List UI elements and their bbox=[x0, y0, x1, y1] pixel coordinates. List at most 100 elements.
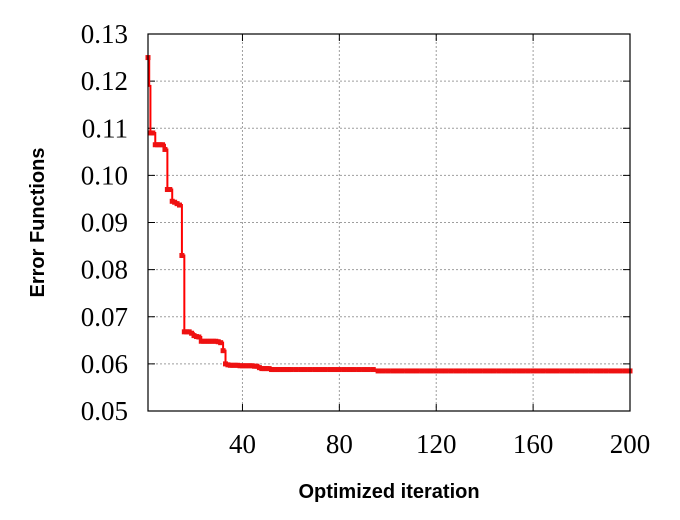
data-point bbox=[293, 367, 299, 373]
data-point bbox=[448, 368, 454, 374]
data-point bbox=[167, 187, 173, 193]
data-point bbox=[288, 367, 294, 373]
data-point bbox=[579, 368, 585, 374]
data-point bbox=[380, 368, 386, 374]
data-point bbox=[404, 368, 410, 374]
data-point bbox=[593, 368, 599, 374]
data-point bbox=[327, 367, 333, 373]
y-tick-label: 0.08 bbox=[81, 255, 128, 285]
data-point bbox=[574, 368, 580, 374]
x-axis-label: Optimized iteration bbox=[298, 481, 479, 503]
data-point bbox=[414, 368, 420, 374]
data-point bbox=[394, 368, 400, 374]
data-point bbox=[409, 368, 415, 374]
data-point bbox=[419, 368, 425, 374]
data-point bbox=[612, 368, 618, 374]
data-point bbox=[482, 368, 488, 374]
data-point bbox=[564, 368, 570, 374]
y-tick-label: 0.06 bbox=[81, 349, 128, 379]
y-tick-label: 0.10 bbox=[81, 160, 128, 190]
data-point bbox=[540, 368, 546, 374]
y-tick-label: 0.13 bbox=[81, 19, 128, 49]
data-point bbox=[356, 367, 362, 373]
data-point bbox=[549, 368, 555, 374]
y-axis-ticks: 0.05 0.06 0.07 0.08 0.09 0.10 0.11 0.12 0.13 bbox=[81, 19, 630, 426]
data-point bbox=[545, 368, 551, 374]
data-point bbox=[176, 202, 182, 208]
data-point bbox=[525, 368, 531, 374]
data-point bbox=[583, 368, 589, 374]
data-point bbox=[496, 368, 502, 374]
y-tick-label: 0.12 bbox=[81, 66, 128, 96]
data-point bbox=[569, 368, 575, 374]
data-point bbox=[433, 368, 439, 374]
data-point bbox=[375, 368, 381, 374]
data-point bbox=[428, 368, 434, 374]
data-point bbox=[477, 368, 483, 374]
data-point bbox=[179, 252, 185, 258]
data-point bbox=[298, 367, 304, 373]
data-point bbox=[511, 368, 517, 374]
data-point bbox=[443, 368, 449, 374]
x-axis-ticks: 40 80 120 160 200 bbox=[229, 34, 650, 459]
data-point bbox=[535, 368, 541, 374]
data-point bbox=[453, 368, 459, 374]
data-point bbox=[554, 368, 560, 374]
y-axis-label: Error Functions bbox=[27, 147, 49, 297]
data-point bbox=[598, 368, 604, 374]
data-point bbox=[399, 368, 405, 374]
plot-frame bbox=[147, 33, 631, 412]
data-point bbox=[307, 367, 313, 373]
data-point bbox=[559, 368, 565, 374]
data-point bbox=[322, 367, 328, 373]
y-tick-label: 0.09 bbox=[81, 208, 128, 238]
data-point bbox=[370, 367, 376, 373]
data-point bbox=[346, 367, 352, 373]
data-point bbox=[457, 368, 463, 374]
series-line bbox=[148, 56, 630, 372]
x-tick-label: 200 bbox=[610, 429, 651, 459]
data-point bbox=[467, 368, 473, 374]
data-point bbox=[385, 368, 391, 374]
data-point bbox=[472, 368, 478, 374]
x-tick-label: 40 bbox=[229, 429, 256, 459]
data-point bbox=[506, 368, 512, 374]
data-point bbox=[603, 368, 609, 374]
data-point bbox=[424, 368, 430, 374]
y-tick-label: 0.11 bbox=[82, 113, 128, 143]
data-point bbox=[622, 368, 628, 374]
y-tick-label: 0.05 bbox=[81, 396, 128, 426]
data-point bbox=[196, 334, 202, 340]
data-point bbox=[312, 367, 318, 373]
data-point bbox=[608, 368, 614, 374]
x-tick-label: 120 bbox=[416, 429, 457, 459]
data-point bbox=[150, 130, 156, 136]
x-tick-label: 160 bbox=[513, 429, 554, 459]
data-point bbox=[302, 367, 308, 373]
data-point bbox=[390, 368, 396, 374]
data-point bbox=[491, 368, 497, 374]
series bbox=[145, 55, 633, 374]
data-point bbox=[462, 368, 468, 374]
grid bbox=[148, 34, 630, 411]
data-point bbox=[516, 368, 522, 374]
data-point bbox=[162, 146, 168, 152]
data-point bbox=[220, 348, 226, 354]
data-point bbox=[617, 368, 623, 374]
data-point bbox=[336, 367, 342, 373]
data-point bbox=[365, 367, 371, 373]
data-point bbox=[332, 367, 337, 373]
y-tick-label: 0.07 bbox=[81, 302, 128, 332]
data-point bbox=[317, 367, 323, 373]
data-point bbox=[361, 367, 367, 373]
data-point bbox=[218, 340, 224, 346]
data-point bbox=[501, 368, 507, 374]
data-point bbox=[520, 368, 526, 374]
data-point bbox=[438, 368, 444, 374]
data-point bbox=[341, 367, 347, 373]
data-point bbox=[588, 368, 594, 374]
data-point bbox=[351, 367, 357, 373]
data-point bbox=[530, 368, 536, 374]
x-tick-label: 80 bbox=[326, 429, 353, 459]
